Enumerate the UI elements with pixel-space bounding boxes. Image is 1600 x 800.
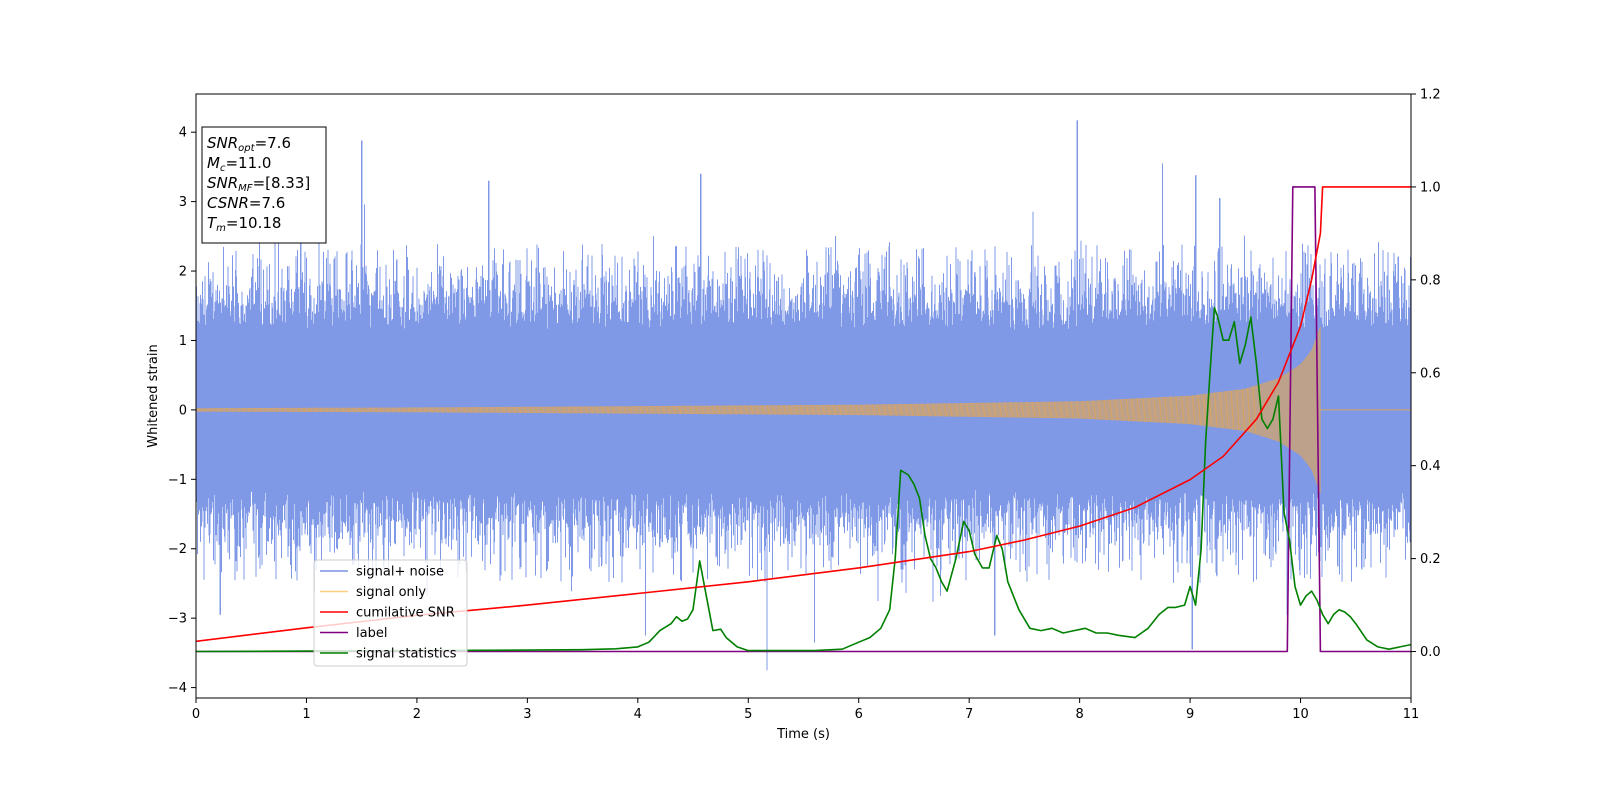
- info-box-line: SNRMF=[8.33]: [207, 174, 310, 194]
- x-tick-label: 10: [1292, 707, 1309, 722]
- signal-only-series: [196, 326, 1411, 494]
- x-tick-label: 2: [413, 707, 421, 722]
- legend-label-signal-noise: signal+ noise: [356, 565, 444, 580]
- x-axis-ticks: 0 1 2 3 4 5 6 7 8 9 10 11: [192, 698, 1419, 722]
- x-tick-label: 5: [744, 707, 752, 722]
- x-tick-label: 9: [1186, 707, 1194, 722]
- left-y-tick-label: 2: [179, 265, 187, 280]
- right-y-tick-label: 1.0: [1420, 180, 1441, 195]
- info-box-frame: [201, 126, 327, 244]
- right-y-tick-label: 0.2: [1420, 552, 1441, 567]
- x-tick-label: 7: [965, 707, 973, 722]
- left-y-tick-label: 0: [179, 403, 187, 418]
- signal-statistics-line: [196, 306, 1411, 653]
- x-tick-label: 8: [1075, 707, 1083, 722]
- x-tick-label: 6: [855, 707, 863, 722]
- label-line: [196, 186, 1411, 653]
- right-y-tick-label: 1.2: [1420, 88, 1441, 103]
- left-y-tick-label: 3: [179, 195, 187, 210]
- x-tick-label: 11: [1403, 707, 1420, 722]
- legend-frame: [313, 559, 468, 667]
- info-box-line: SNRopt=7.6: [207, 134, 291, 154]
- legend-label-cumilative-snr: cumilative SNR: [356, 606, 455, 621]
- legend-label-label: label: [356, 626, 387, 641]
- right-y-tick-label: 0.6: [1420, 366, 1441, 381]
- legend-label-signal-statistics: signal statistics: [356, 647, 457, 662]
- right-y-axis-ticks: 0.0 0.2 0.4 0.6 0.8 1.0 1.2: [1411, 88, 1441, 660]
- right-y-tick-label: 0.0: [1420, 645, 1441, 660]
- signal-only-oscillation: [197, 386, 1257, 434]
- signal-only-envelope: [196, 326, 1321, 494]
- left-y-tick-label: −4: [168, 681, 187, 696]
- left-y-tick-label: 4: [179, 126, 187, 141]
- plot-frame: [195, 93, 1412, 699]
- right-y-tick-label: 0.4: [1420, 459, 1441, 474]
- left-y-tick-label: −2: [168, 542, 187, 557]
- info-box-line: Mc=11.0: [207, 154, 271, 174]
- legend-label-signal-only: signal only: [356, 585, 426, 600]
- cumilative-snr-line: [196, 186, 1411, 643]
- legend: signal+ noise signal only cumilative SNR la…: [313, 559, 468, 667]
- x-tick-label: 0: [192, 707, 200, 722]
- info-box-line: Tm=10.18: [207, 214, 281, 234]
- x-tick-label: 4: [634, 707, 642, 722]
- left-y-tick-label: 1: [179, 334, 187, 349]
- info-box-line: CSNR=7.6: [207, 194, 285, 212]
- right-axis-lines: [196, 186, 1411, 653]
- left-y-tick-label: −1: [168, 473, 187, 488]
- x-axis-label: Time (s): [776, 727, 830, 742]
- right-y-tick-label: 0.8: [1420, 273, 1441, 288]
- y-axis-label: Whitened strain: [146, 344, 161, 447]
- left-y-tick-label: −3: [168, 612, 187, 627]
- left-y-axis-ticks: −4 −3 −2 −1 0 1 2 3 4: [168, 126, 196, 696]
- x-tick-label: 3: [523, 707, 531, 722]
- x-tick-label: 1: [302, 707, 310, 722]
